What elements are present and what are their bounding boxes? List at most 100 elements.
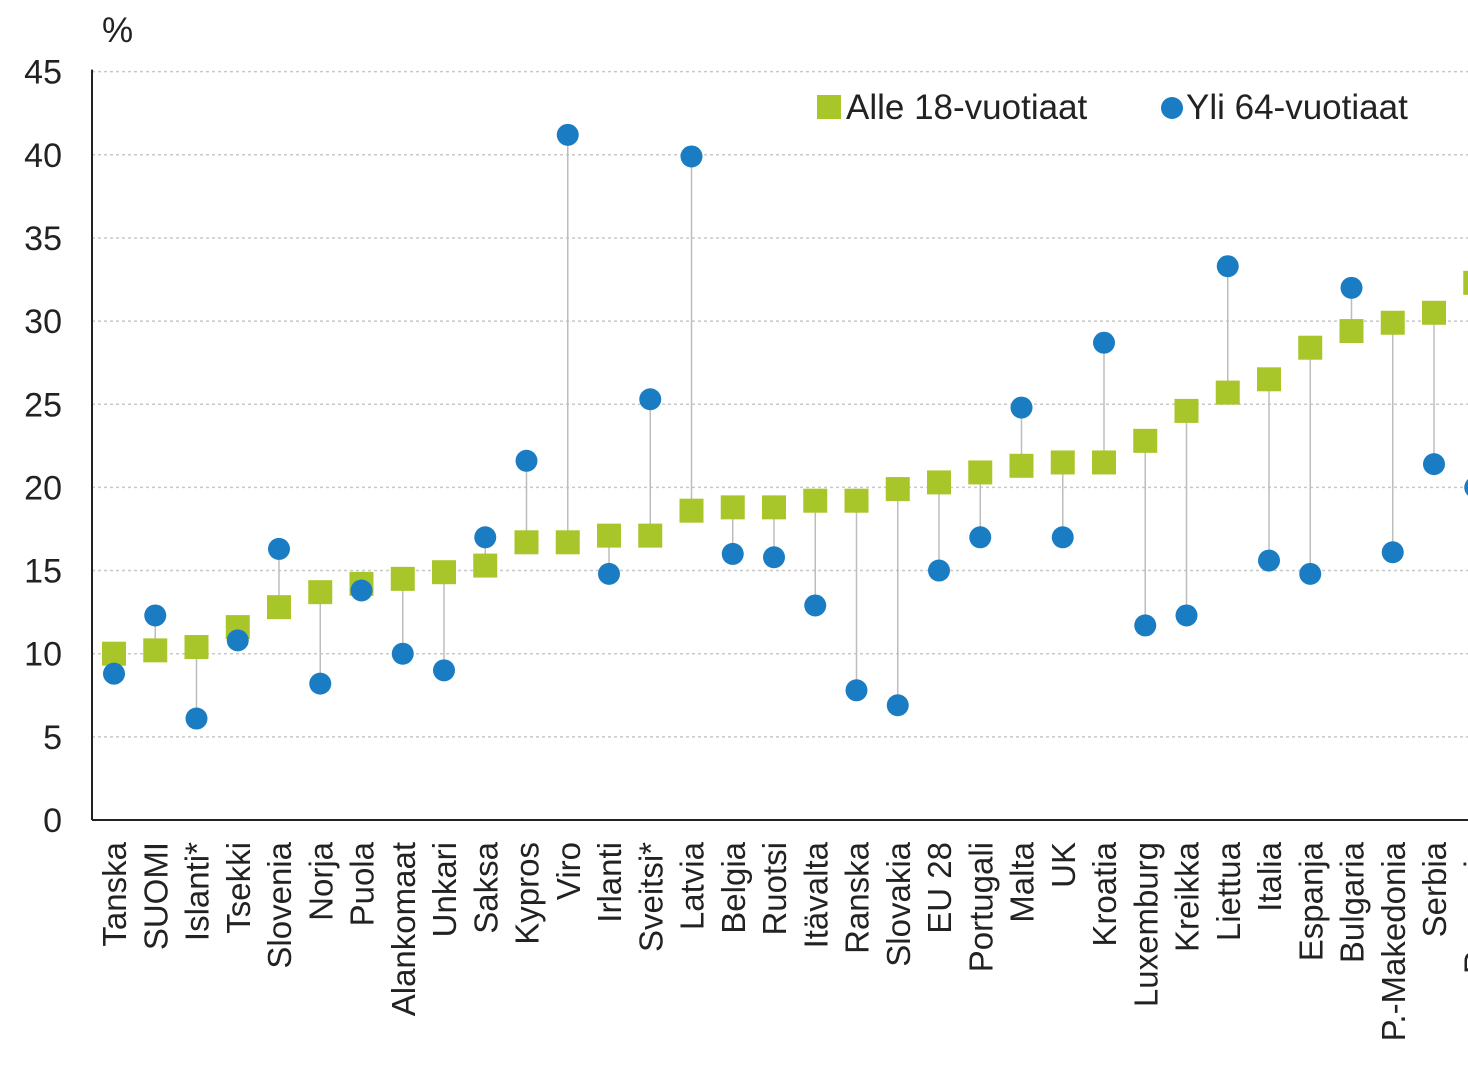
circle-marker-yli-64 <box>928 559 950 582</box>
circle-marker-yli-64 <box>103 662 125 685</box>
square-marker-alle-18 <box>679 498 704 523</box>
x-category-label: Itävalta <box>797 841 834 948</box>
x-category-label: Belgia <box>715 841 752 933</box>
square-marker-alle-18 <box>844 488 869 513</box>
square-marker-alle-18 <box>885 477 910 502</box>
square-marker-alle-18 <box>720 495 745 520</box>
legend-circle-marker <box>1161 97 1183 119</box>
square-marker-alle-18 <box>473 553 498 578</box>
circle-marker-yli-64 <box>1423 453 1445 476</box>
y-tick-label: 10 <box>24 636 62 674</box>
square-marker-alle-18 <box>102 641 126 666</box>
circle-marker-yli-64 <box>350 579 373 602</box>
square-marker-alle-18 <box>184 635 209 660</box>
square-marker-alle-18 <box>762 495 786 520</box>
y-tick-label: 0 <box>43 802 62 840</box>
square-marker-alle-18 <box>1257 367 1281 392</box>
circle-marker-yli-64 <box>1464 479 1468 496</box>
x-category-label: Tanska <box>96 841 133 946</box>
circle-marker-yli-64 <box>226 629 249 652</box>
y-tick-label: 45 <box>24 54 62 92</box>
x-category-label: EU 28 <box>921 842 958 934</box>
circle-marker-yli-64 <box>515 449 538 472</box>
square-marker-alle-18 <box>968 460 993 485</box>
x-category-label: Romania <box>1457 841 1468 974</box>
circle-marker-yli-64 <box>309 672 332 695</box>
legend-label-yli-64: Yli 64-vuotiaat <box>1186 88 1408 127</box>
circle-marker-yli-64 <box>804 594 827 617</box>
circle-marker-yli-64 <box>268 537 290 560</box>
square-marker-alle-18 <box>1092 450 1116 475</box>
x-category-label: Islanti* <box>179 842 216 941</box>
square-marker-alle-18 <box>1009 453 1034 478</box>
circle-marker-yli-64 <box>556 123 579 146</box>
square-marker-alle-18 <box>514 530 539 555</box>
x-category-label: Viro <box>550 842 587 900</box>
x-category-label: Bulgaria <box>1334 841 1371 963</box>
square-marker-alle-18 <box>1380 310 1405 335</box>
x-category-label: Saksa <box>467 841 504 933</box>
x-category-label: Sveitsi* <box>632 842 669 952</box>
square-marker-alle-18 <box>1050 450 1075 475</box>
x-category-label: Portugali <box>962 842 999 972</box>
square-marker-alle-18 <box>1463 270 1468 295</box>
x-category-label: Liettua <box>1210 841 1247 941</box>
x-category-label: Serbia <box>1416 841 1453 937</box>
square-marker-alle-18 <box>1133 428 1158 453</box>
x-category-label: Latvia <box>674 841 711 930</box>
circle-marker-yli-64 <box>1175 604 1198 627</box>
legend-label-alle-18: Alle 18-vuotiaat <box>846 88 1088 127</box>
circle-marker-yli-64 <box>680 145 703 168</box>
circle-marker-yli-64 <box>1093 331 1115 354</box>
y-tick-label: 40 <box>24 137 62 175</box>
x-category-label: Espanja <box>1292 841 1329 961</box>
x-category-label: Unkari <box>426 842 463 937</box>
square-marker-alle-18 <box>638 523 663 548</box>
circle-marker-yli-64 <box>1299 562 1322 585</box>
circle-marker-yli-64 <box>1134 614 1157 637</box>
circle-marker-yli-64 <box>1051 526 1074 549</box>
square-marker-alle-18 <box>803 488 828 513</box>
circle-marker-yli-64 <box>598 562 620 585</box>
square-marker-alle-18 <box>555 530 580 555</box>
y-unit-label: % <box>102 11 133 50</box>
square-marker-alle-18 <box>1298 335 1323 360</box>
legend-square-marker <box>817 95 841 119</box>
square-marker-alle-18 <box>1339 319 1364 344</box>
y-tick-label: 15 <box>24 553 62 591</box>
circle-marker-yli-64 <box>474 526 497 549</box>
square-marker-alle-18 <box>432 560 456 585</box>
x-category-label: Ranska <box>839 841 876 954</box>
x-category-label: Norja <box>302 841 339 921</box>
square-marker-alle-18 <box>143 638 168 663</box>
y-tick-label: 20 <box>24 469 62 507</box>
circle-marker-yli-64 <box>763 546 785 569</box>
square-marker-alle-18 <box>1215 380 1240 405</box>
circle-marker-yli-64 <box>639 388 662 411</box>
circle-marker-yli-64 <box>144 604 167 627</box>
square-marker-alle-18 <box>267 595 291 620</box>
x-category-label: Kreikka <box>1169 841 1206 952</box>
x-category-label: Kroatia <box>1086 841 1123 946</box>
circle-marker-yli-64 <box>391 642 414 665</box>
circle-marker-yli-64 <box>1010 396 1033 419</box>
x-category-label: Ruotsi <box>756 842 793 936</box>
x-category-label: Italia <box>1251 841 1288 911</box>
x-category-label: Alankomaat <box>385 842 422 1016</box>
x-category-label: Slovakia <box>880 841 917 966</box>
circle-marker-yli-64 <box>185 707 208 730</box>
x-category-label: P.-Makedonia <box>1375 841 1412 1041</box>
square-marker-alle-18 <box>390 566 415 591</box>
square-marker-alle-18 <box>308 580 333 605</box>
y-tick-label: 5 <box>43 719 62 757</box>
x-category-label: UK <box>1045 842 1082 888</box>
circle-marker-yli-64 <box>969 526 992 549</box>
square-marker-alle-18 <box>1422 300 1446 325</box>
circle-marker-yli-64 <box>1381 541 1404 564</box>
square-marker-alle-18 <box>1174 398 1199 423</box>
circle-marker-yli-64 <box>721 542 744 565</box>
circle-marker-yli-64 <box>433 659 455 682</box>
circle-marker-yli-64 <box>1258 549 1280 572</box>
